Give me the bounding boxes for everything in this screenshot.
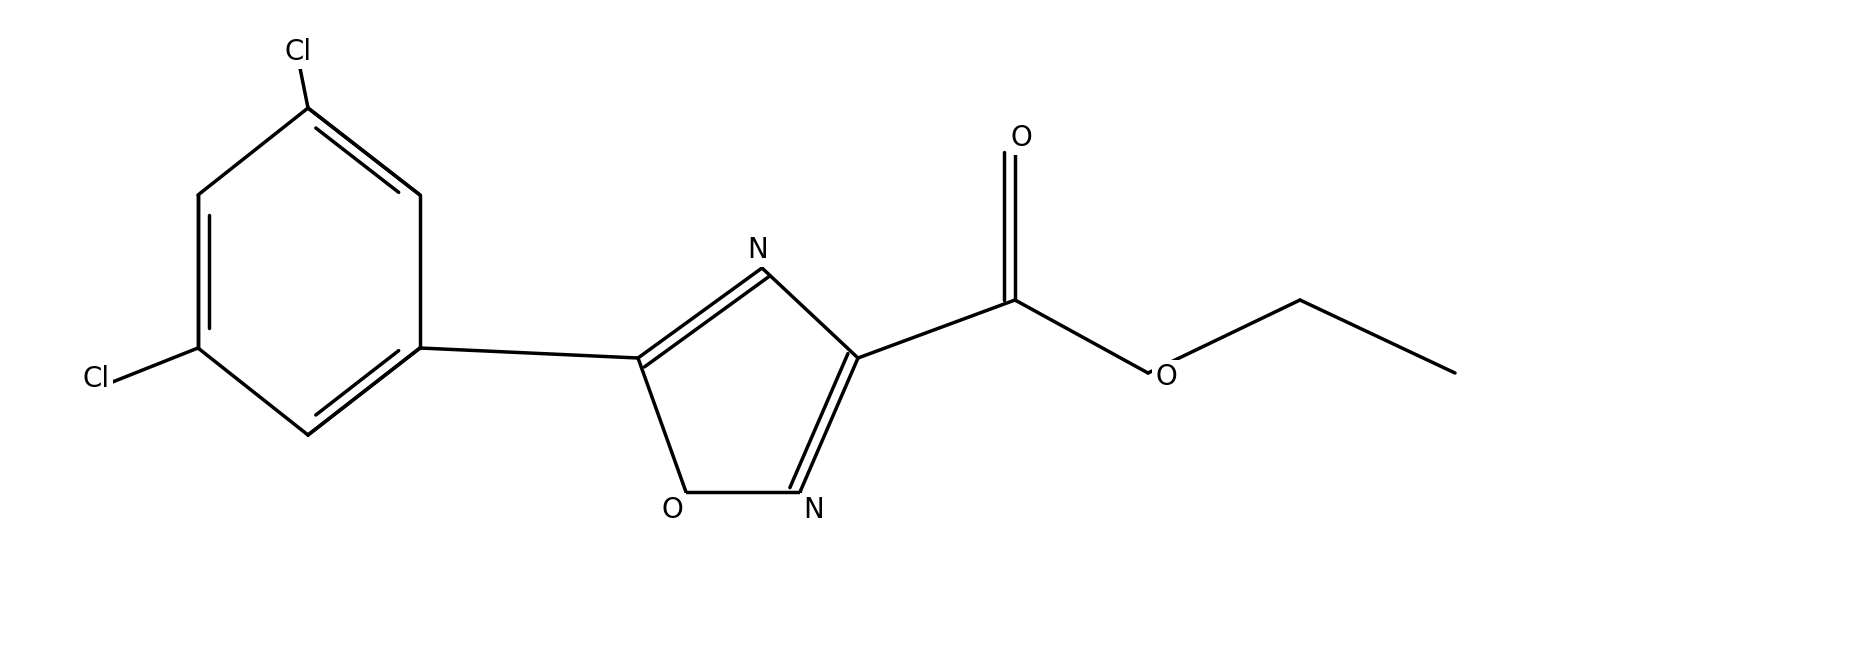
Text: N: N — [804, 496, 825, 524]
Text: O: O — [1155, 363, 1177, 391]
Text: Cl: Cl — [82, 365, 110, 393]
Text: N: N — [748, 236, 769, 264]
Text: O: O — [1010, 124, 1032, 152]
Text: O: O — [661, 496, 683, 524]
Text: Cl: Cl — [284, 38, 312, 66]
